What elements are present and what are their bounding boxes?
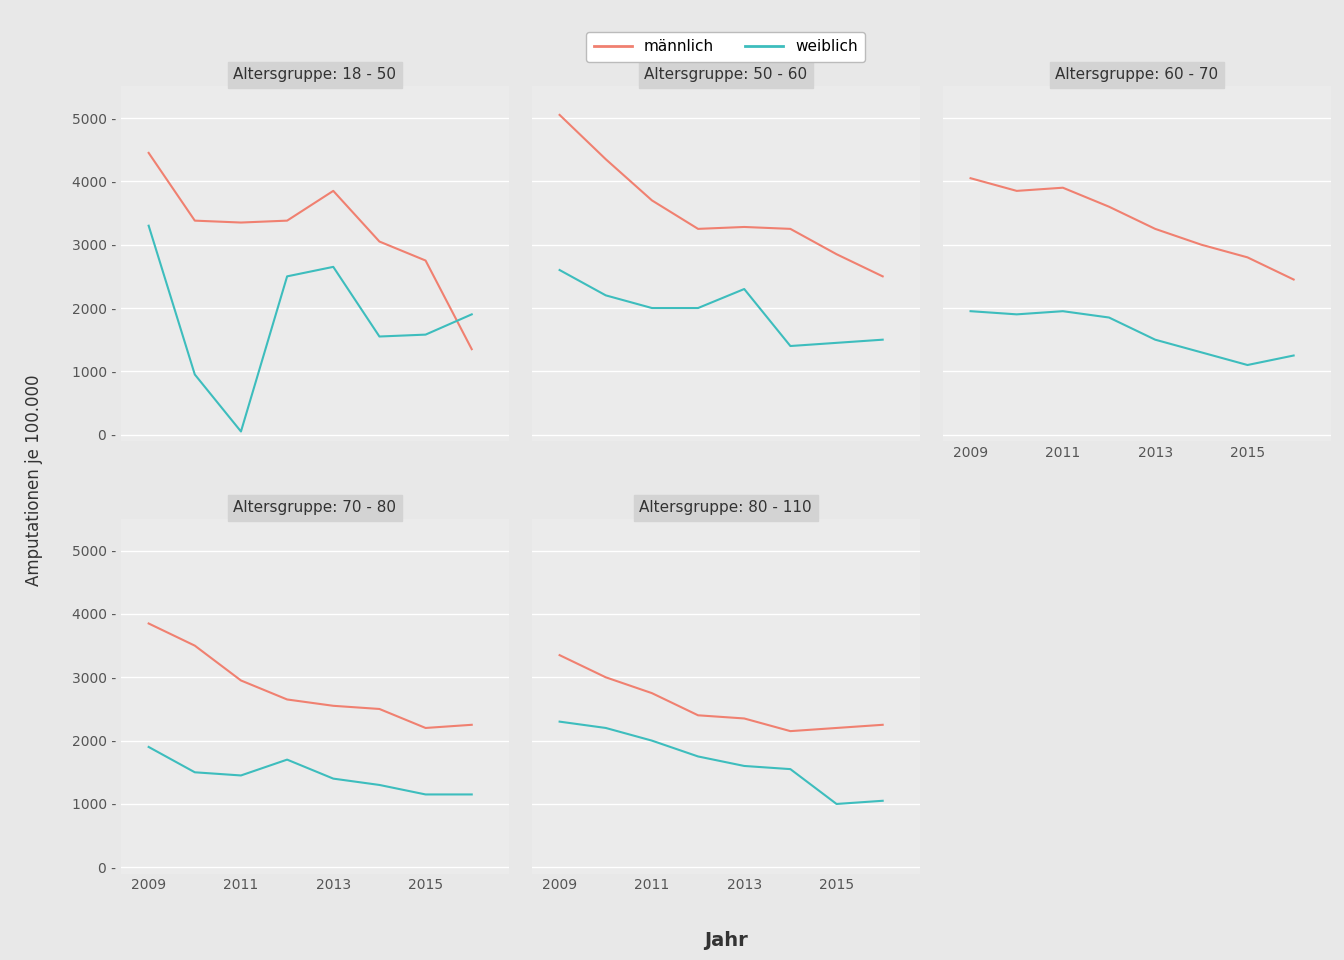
Legend: männlich, weiblich: männlich, weiblich	[586, 32, 866, 61]
Title: Altersgruppe: 70 - 80: Altersgruppe: 70 - 80	[234, 500, 396, 516]
Title: Altersgruppe: 80 - 110: Altersgruppe: 80 - 110	[640, 500, 812, 516]
Text: Jahr: Jahr	[704, 931, 747, 950]
Title: Altersgruppe: 18 - 50: Altersgruppe: 18 - 50	[234, 67, 396, 83]
Title: Altersgruppe: 50 - 60: Altersgruppe: 50 - 60	[644, 67, 808, 83]
Title: Altersgruppe: 60 - 70: Altersgruppe: 60 - 70	[1055, 67, 1218, 83]
Text: Amputationen je 100.000: Amputationen je 100.000	[24, 374, 43, 586]
